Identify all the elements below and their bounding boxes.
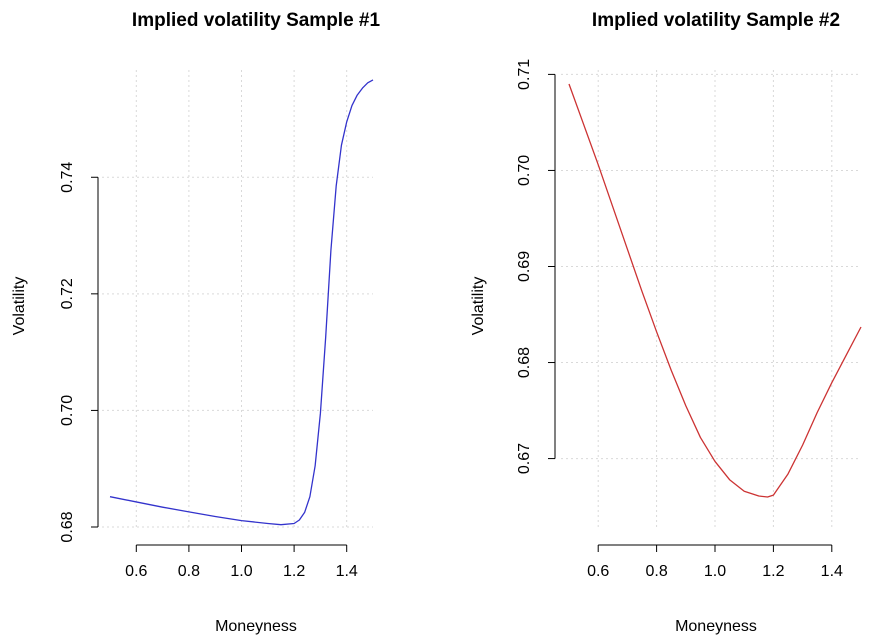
- chart-1-y-tick-label-2: 0.72: [59, 278, 76, 309]
- chart-1-x-tick-label-4: 1.4: [336, 563, 358, 580]
- chart-panel-2: Implied volatility Sample #2 Moneyness V…: [470, 10, 862, 635]
- chart-2-series: [568, 83, 862, 498]
- chart-1-title: Implied volatility Sample #1: [132, 10, 381, 31]
- chart-1-x-tick-label-0: 0.6: [125, 563, 147, 580]
- chart-1-x-tick-label-2: 1.0: [230, 563, 252, 580]
- chart-2-x-tick-label-3: 1.2: [762, 563, 784, 580]
- chart-1-x-axis-label: Moneyness: [215, 618, 297, 635]
- chart-2-y-axis-label: Volatility: [470, 277, 487, 336]
- chart-1-y-axis-label: Volatility: [11, 277, 28, 336]
- chart-1-series-line-0: [109, 79, 374, 526]
- chart-2-axes: [554, 74, 832, 546]
- chart-2-x-tick-label-1: 0.8: [645, 563, 667, 580]
- chart-2-y-tick-label-0: 0.67: [516, 443, 533, 474]
- chart-1-ticks: 0.6 0.8 1.0 1.2 1.4 0.68 0.70 0.72 0.74: [59, 162, 358, 580]
- chart-2-grid: [561, 70, 861, 530]
- chart-2-x-tick-label-0: 0.6: [587, 563, 609, 580]
- chart-2-y-tick-label-1: 0.68: [516, 347, 533, 378]
- chart-2-title: Implied volatility Sample #2: [592, 10, 840, 31]
- chart-1-x-tick-label-1: 0.8: [178, 563, 200, 580]
- chart-1-y-tick-label-3: 0.74: [59, 162, 76, 193]
- chart-panel-1: Implied volatility Sample #1 Moneyness V…: [11, 10, 380, 635]
- chart-2-x-axis-label: Moneyness: [675, 618, 757, 635]
- chart-2-y-tick-label-2: 0.69: [516, 251, 533, 282]
- chart-1-grid: [102, 70, 373, 530]
- chart-1-axes: [97, 177, 347, 546]
- chart-1-y-tick-label-1: 0.70: [59, 395, 76, 426]
- chart-2-y-tick-label-4: 0.71: [516, 59, 533, 90]
- chart-1-x-tick-label-3: 1.2: [283, 563, 305, 580]
- chart-1-series: [109, 79, 374, 526]
- chart-1-y-tick-label-0: 0.68: [59, 511, 76, 542]
- chart-2-x-tick-label-4: 1.4: [821, 563, 843, 580]
- chart-2-y-tick-label-3: 0.70: [516, 155, 533, 186]
- chart-2-series-line-0: [568, 83, 862, 498]
- chart-2-ticks: 0.6 0.8 1.0 1.2 1.4 0.67 0.68 0.69 0.70 0.71: [516, 59, 843, 580]
- chart-2-x-tick-label-2: 1.0: [704, 563, 726, 580]
